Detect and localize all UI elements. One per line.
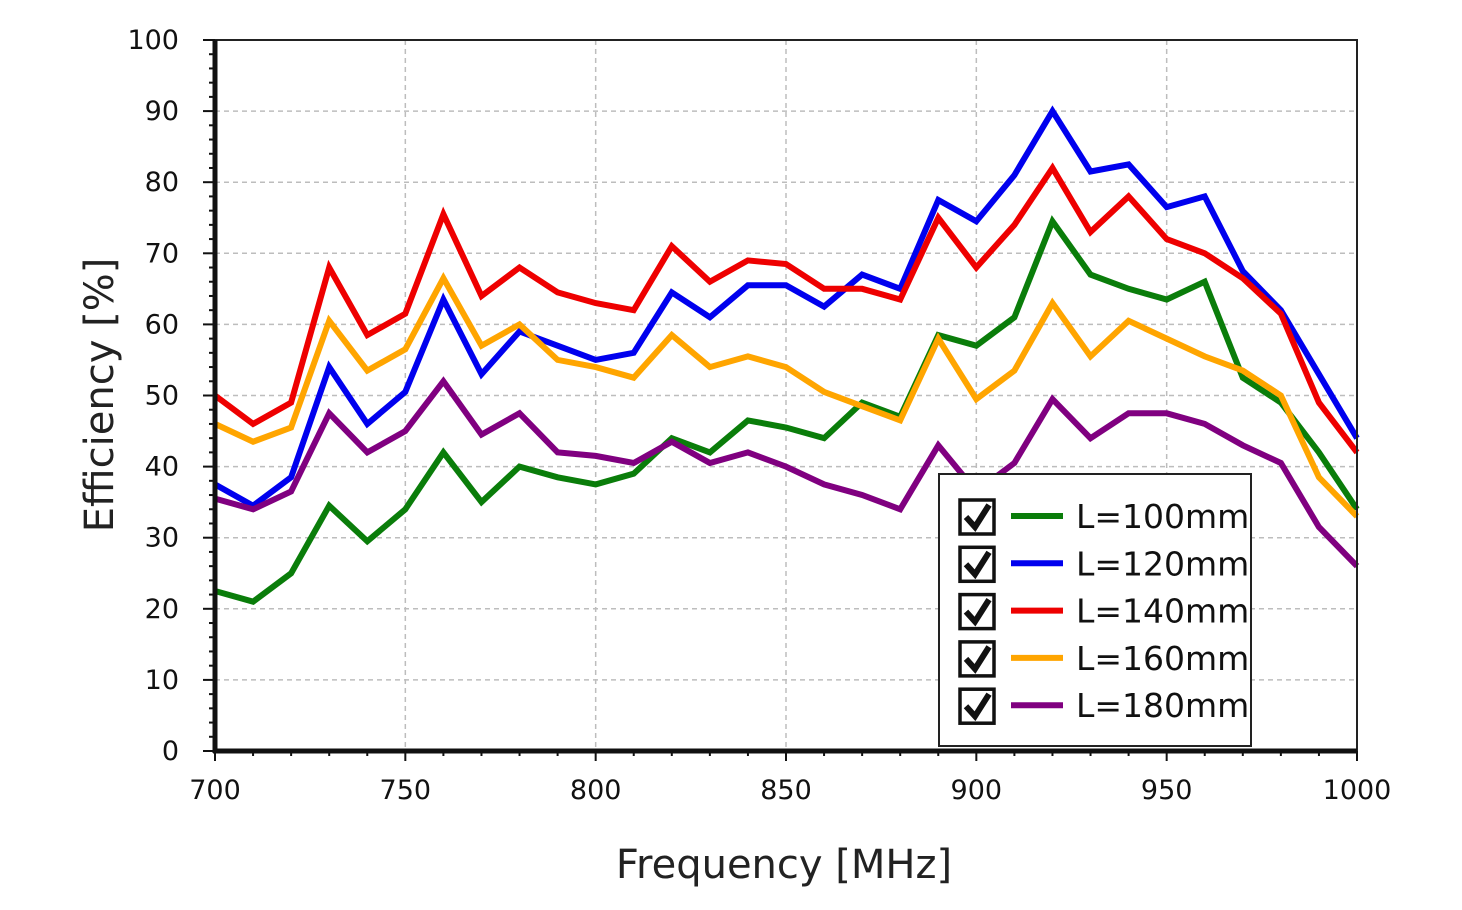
y-tick-label: 50 bbox=[145, 381, 179, 412]
legend-label: L=100mm bbox=[1076, 497, 1249, 536]
x-tick-label: 800 bbox=[570, 775, 622, 806]
x-tick-label: 850 bbox=[760, 775, 812, 806]
x-tick-label: 950 bbox=[1141, 775, 1193, 806]
x-tick-label: 1000 bbox=[1323, 775, 1392, 806]
y-tick-label: 40 bbox=[145, 452, 179, 483]
legend-label: L=120mm bbox=[1076, 544, 1249, 583]
y-tick-label: 90 bbox=[145, 96, 179, 127]
y-tick-label: 80 bbox=[145, 167, 179, 198]
check-icon bbox=[963, 503, 992, 532]
y-tick-label: 70 bbox=[145, 238, 179, 269]
series-line-l-100mm bbox=[214, 215, 1360, 605]
y-tick-label: 100 bbox=[127, 25, 179, 56]
legend-item: L=180mm bbox=[958, 686, 1249, 725]
legend-label: L=140mm bbox=[1076, 592, 1249, 631]
legend-checkbox[interactable] bbox=[958, 687, 996, 725]
legend-items: L=100mm L=120mm L=140mm L=160mm L=180mm bbox=[958, 497, 1249, 725]
x-tick-label: 750 bbox=[380, 775, 432, 806]
y-tick-label: 0 bbox=[162, 736, 179, 767]
legend-checkbox[interactable] bbox=[958, 640, 996, 678]
check-icon bbox=[963, 645, 992, 674]
legend-item: L=120mm bbox=[958, 544, 1249, 584]
x-axis-ticks: 700 750 800 850 900 950 1000 bbox=[189, 751, 1391, 806]
x-tick-label: 700 bbox=[189, 775, 241, 806]
x-axis-title: Frequency [MHz] bbox=[616, 842, 952, 888]
x-tick-label: 900 bbox=[951, 775, 1003, 806]
series-line-l-120mm bbox=[213, 105, 1360, 510]
series-line-l-140mm bbox=[213, 162, 1360, 455]
series-lines bbox=[213, 105, 1360, 605]
check-icon bbox=[963, 597, 992, 627]
legend-checkbox[interactable] bbox=[958, 545, 996, 584]
check-icon bbox=[963, 550, 992, 580]
series-line-l-180mm bbox=[214, 376, 1360, 569]
legend-checkbox[interactable] bbox=[958, 592, 996, 631]
y-tick-label: 30 bbox=[145, 523, 179, 554]
y-axis-ticks: 0 10 20 30 40 50 60 70 80 90 100 bbox=[127, 25, 215, 767]
legend-label: L=180mm bbox=[1076, 686, 1249, 725]
y-tick-label: 10 bbox=[145, 665, 179, 696]
y-tick-label: 60 bbox=[145, 309, 179, 340]
y-tick-label: 20 bbox=[145, 594, 179, 625]
legend-label: L=160mm bbox=[1076, 639, 1249, 678]
series-line-l-160mm bbox=[213, 271, 1360, 519]
legend-item: L=140mm bbox=[958, 592, 1249, 631]
legend-item: L=100mm bbox=[958, 497, 1249, 536]
legend-checkbox[interactable] bbox=[958, 498, 996, 536]
legend: L=100mm L=120mm L=140mm L=160mm L=180mm bbox=[938, 473, 1252, 747]
legend-item: L=160mm bbox=[958, 639, 1249, 678]
check-icon bbox=[963, 692, 992, 722]
y-axis-title: Efficiency [%] bbox=[77, 258, 123, 533]
